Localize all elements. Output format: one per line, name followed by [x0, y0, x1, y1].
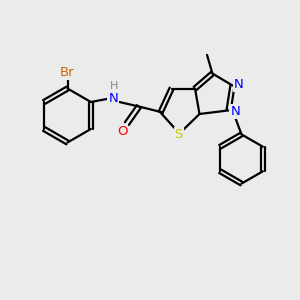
Text: H: H [110, 81, 118, 92]
Text: O: O [117, 124, 127, 138]
Text: N: N [230, 105, 240, 119]
Text: Br: Br [60, 66, 75, 80]
Text: N: N [234, 78, 244, 92]
Text: N: N [109, 92, 118, 106]
Text: S: S [175, 128, 183, 141]
